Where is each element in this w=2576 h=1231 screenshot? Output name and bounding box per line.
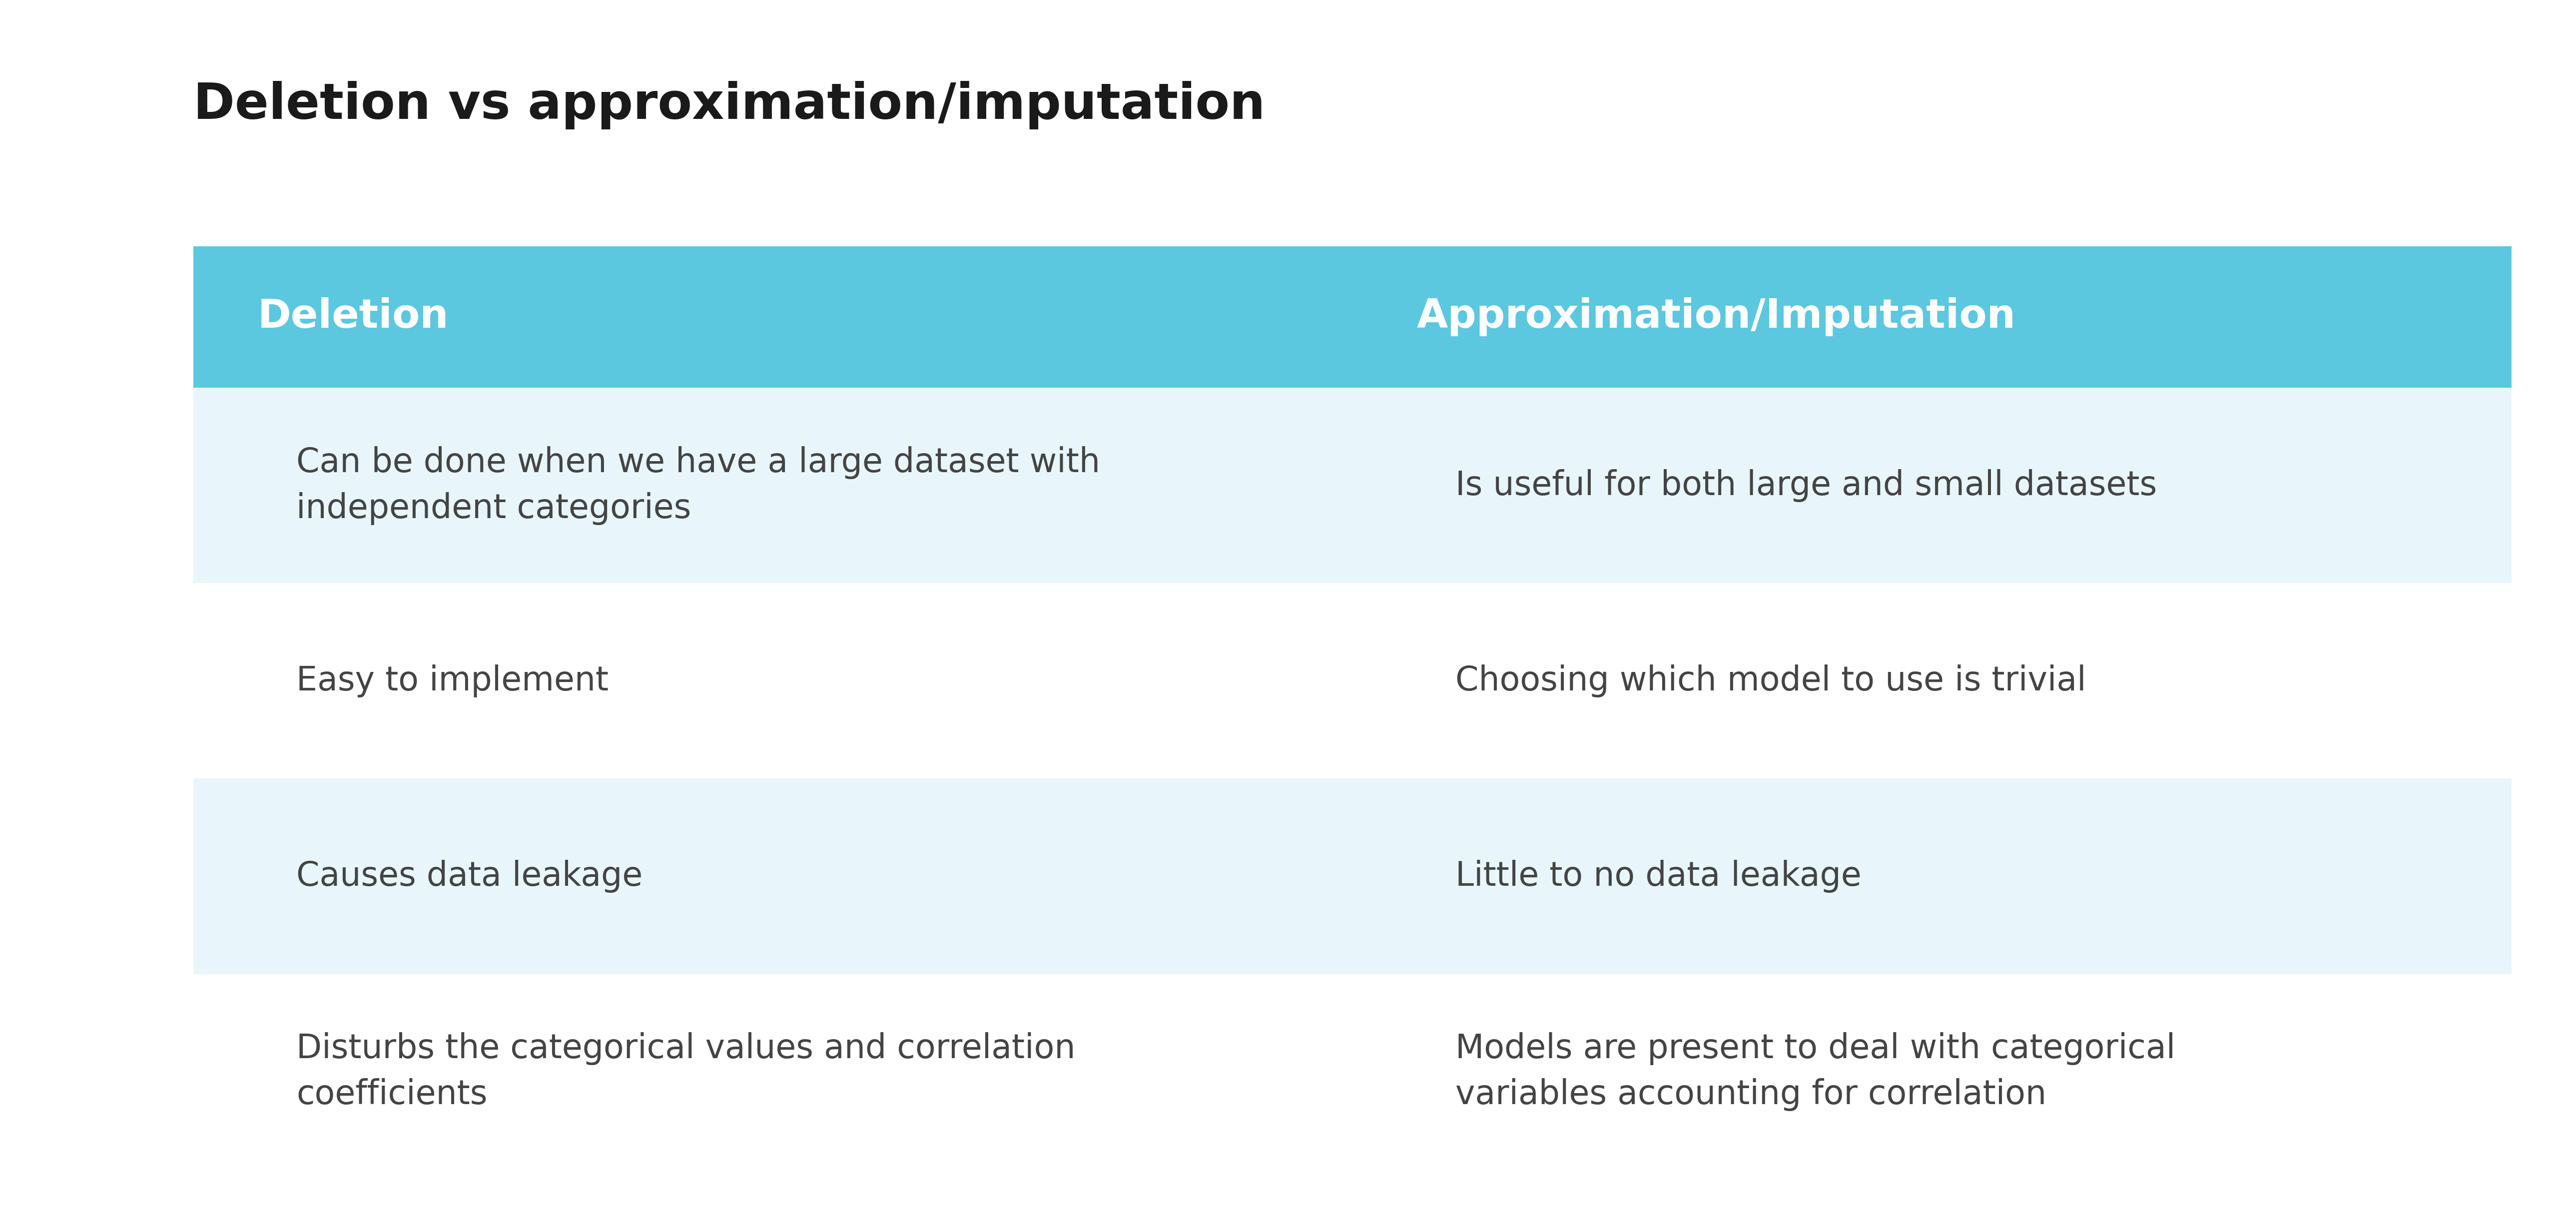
Text: Easy to implement: Easy to implement (296, 665, 608, 698)
Text: Choosing which model to use is trivial: Choosing which model to use is trivial (1455, 665, 2087, 698)
Text: Disturbs the categorical values and correlation
coefficients: Disturbs the categorical values and corr… (296, 1033, 1074, 1112)
Text: Little to no data leakage: Little to no data leakage (1455, 859, 1862, 892)
Text: Deletion: Deletion (258, 298, 448, 336)
Text: Deletion vs approximation/imputation: Deletion vs approximation/imputation (193, 81, 1265, 129)
Text: Models are present to deal with categorical
variables accounting for correlation: Models are present to deal with categori… (1455, 1033, 2177, 1112)
Text: Approximation/Imputation: Approximation/Imputation (1417, 298, 2017, 336)
FancyBboxPatch shape (193, 388, 2512, 583)
Text: Causes data leakage: Causes data leakage (296, 859, 641, 892)
FancyBboxPatch shape (193, 974, 2512, 1169)
Text: Can be done when we have a large dataset with
independent categories: Can be done when we have a large dataset… (296, 446, 1100, 524)
FancyBboxPatch shape (193, 246, 2512, 388)
FancyBboxPatch shape (193, 779, 2512, 974)
FancyBboxPatch shape (193, 583, 2512, 778)
Text: Is useful for both large and small datasets: Is useful for both large and small datas… (1455, 469, 2156, 502)
